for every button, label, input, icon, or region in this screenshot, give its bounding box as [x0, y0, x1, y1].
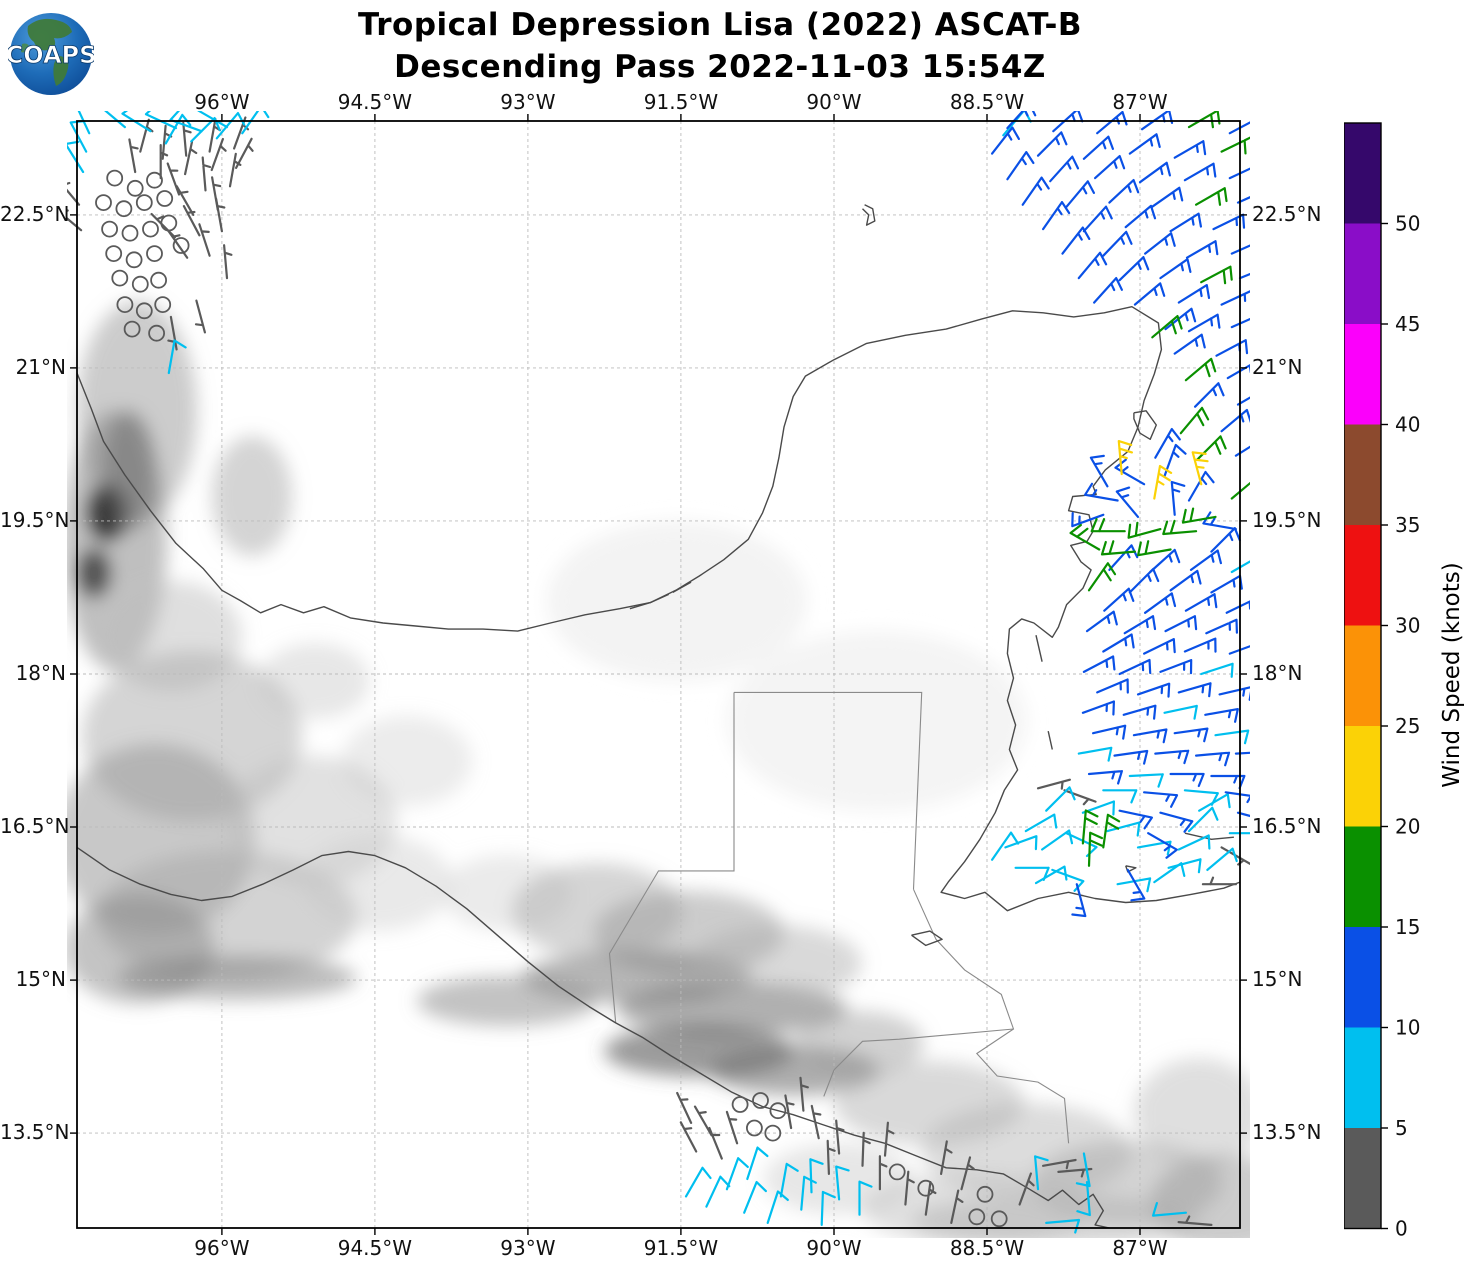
axis-tick-label: 96°W — [194, 90, 250, 114]
globe-icon: COAPS — [5, 13, 97, 95]
colorbar-ticks: 0 5 10 15 20 25 30 35 40 45 50 — [1381, 212, 1420, 1241]
axis-tick-label: 94.5°W — [337, 90, 413, 114]
logo-text: COAPS — [8, 41, 94, 69]
axis-tick-label: 87°W — [1112, 1236, 1168, 1260]
axis-tick-label: 90°W — [806, 90, 862, 114]
coaps-logo: COAPS — [5, 10, 97, 96]
axis-tick-label: 19.5°N — [1252, 507, 1322, 532]
axis-tick-label: 15°N — [1252, 967, 1303, 992]
svg-text:15: 15 — [1395, 915, 1420, 939]
wind-speed-colorbar: 0 5 10 15 20 25 30 35 40 45 50 — [1343, 122, 1420, 1241]
axis-tick-label: 19.5°N — [0, 507, 70, 532]
coastlines — [76, 204, 1241, 1229]
axis-tick-label: 94.5°W — [337, 1236, 413, 1260]
svg-text:35: 35 — [1395, 513, 1420, 537]
axis-tick-label: 96°W — [194, 1236, 250, 1260]
map-frame — [70, 114, 1247, 1235]
axis-tick-label: 13.5°N — [0, 1120, 70, 1145]
axis-tick-label: 93°W — [500, 1236, 556, 1260]
colorbar-panel: 0 5 10 15 20 25 30 35 40 45 50 — [1343, 117, 1474, 1241]
svg-text:10: 10 — [1395, 1016, 1420, 1040]
axis-tick-label: 87°W — [1112, 90, 1168, 114]
wind-barb-map — [54, 98, 1300, 1251]
axis-tick-label: 16.5°N — [1252, 814, 1322, 839]
axis-tick-label: 90°W — [806, 1236, 862, 1260]
graticule — [77, 121, 1240, 1228]
wind-barbs-calm — [95, 169, 1008, 1228]
axis-tick-label: 18°N — [1252, 660, 1303, 685]
borders — [608, 691, 1070, 1144]
wind-barbs-yellow — [1117, 440, 1209, 500]
svg-text:0: 0 — [1395, 1217, 1408, 1239]
map-panel — [54, 98, 1300, 1251]
axis-tick-label: 88.5°W — [949, 90, 1025, 114]
axis-tick-label: 16.5°N — [0, 814, 70, 839]
axis-tick-label: 88.5°W — [949, 1236, 1025, 1260]
title-line-1: Tropical Depression Lisa (2022) ASCAT-B — [358, 7, 1082, 43]
axis-tick-label: 21°N — [1252, 354, 1303, 379]
axis-tick-label: 22.5°N — [0, 201, 70, 226]
terrain-shading — [55, 301, 1300, 1251]
wind-barbs-gray — [54, 116, 1252, 1226]
axis-tick-label: 93°W — [500, 90, 556, 114]
axis-tick-label: 22.5°N — [1252, 201, 1322, 226]
axis-tick-label: 15°N — [15, 967, 66, 992]
axis-tick-label: 18°N — [15, 660, 66, 685]
svg-text:45: 45 — [1395, 312, 1420, 336]
svg-text:30: 30 — [1395, 614, 1420, 638]
svg-text:20: 20 — [1395, 815, 1420, 839]
axis-tick-label: 91.5°W — [643, 1236, 719, 1260]
title-line-2: Descending Pass 2022-11-03 15:54Z — [394, 49, 1046, 85]
svg-text:40: 40 — [1395, 413, 1420, 437]
axis-tick-label: 13.5°N — [1252, 1120, 1322, 1145]
svg-text:25: 25 — [1395, 714, 1420, 738]
axis-tick-label: 21°N — [15, 354, 66, 379]
colorbar-title: Wind Speed (knots) — [1439, 562, 1465, 788]
axis-tick-label: 91.5°W — [643, 90, 719, 114]
colorbar-segments — [1343, 122, 1382, 1230]
figure-title: Tropical Depression Lisa (2022) ASCAT-B … — [10, 4, 1430, 88]
svg-text:5: 5 — [1395, 1116, 1408, 1140]
wind-barbs-blue — [991, 102, 1272, 918]
svg-text:50: 50 — [1395, 212, 1420, 236]
